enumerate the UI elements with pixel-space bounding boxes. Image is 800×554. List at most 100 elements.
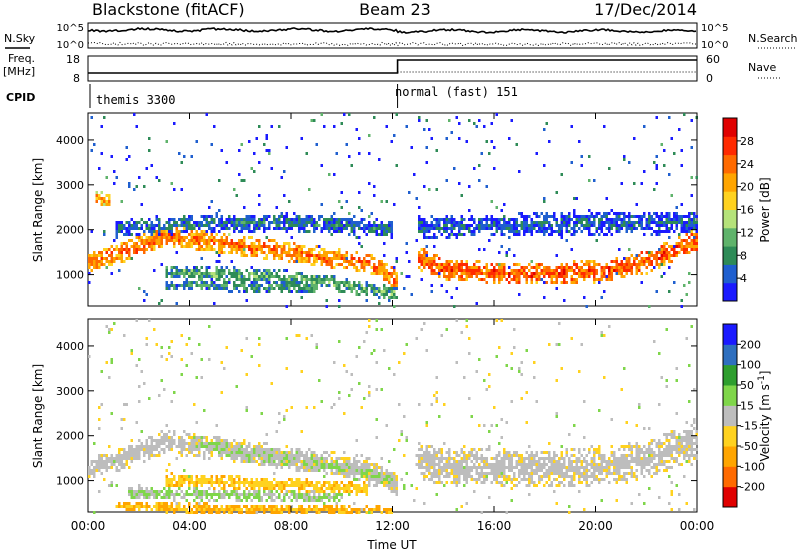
heatmap-cell [168, 227, 171, 230]
heatmap-cell [478, 478, 481, 481]
heatmap-cell [683, 245, 686, 248]
heatmap-cell [585, 215, 588, 218]
heatmap-cell [673, 212, 676, 215]
heatmap-cell [275, 490, 278, 493]
heatmap-cell [655, 212, 658, 215]
heatmap-cell [288, 463, 291, 466]
heatmap-cell [685, 239, 688, 242]
heatmap-cell [348, 487, 351, 490]
heatmap-cell [560, 281, 563, 284]
heatmap-cell [250, 451, 253, 454]
heatmap-cell [575, 221, 578, 224]
heatmap-cell [480, 269, 483, 272]
heatmap-cell [358, 508, 361, 511]
heatmap-cell [530, 266, 533, 269]
heatmap-cell [323, 493, 326, 496]
heatmap-cell [245, 224, 248, 227]
heatmap-cell [578, 215, 581, 218]
heatmap-cell [423, 185, 426, 188]
heatmap-cell [158, 221, 161, 224]
heatmap-cell [180, 358, 183, 361]
heatmap-cell [460, 215, 463, 218]
heatmap-cell [448, 269, 451, 272]
heatmap-cell [145, 493, 148, 496]
heatmap-cell [338, 305, 341, 308]
heatmap-cell [393, 484, 396, 487]
heatmap-cell [288, 284, 291, 287]
heatmap-cell [690, 218, 693, 221]
heatmap-cell [570, 275, 573, 278]
heatmap-cell [660, 248, 663, 251]
heatmap-cell [215, 475, 218, 478]
heatmap-cell [440, 266, 443, 269]
heatmap-cell [605, 263, 608, 266]
heatmap-cell [150, 224, 153, 227]
heatmap-cell [348, 263, 351, 266]
heatmap-cell [360, 490, 363, 493]
heatmap-cell [95, 469, 98, 472]
heatmap-cell [515, 143, 518, 146]
heatmap-cell [295, 248, 298, 251]
heatmap-cell [173, 430, 176, 433]
heatmap-cell [148, 490, 151, 493]
heatmap-cell [628, 260, 631, 263]
heatmap-cell [98, 457, 101, 460]
heatmap-cell [298, 505, 301, 508]
heatmap-cell [285, 454, 288, 457]
heatmap-cell [370, 511, 373, 514]
heatmap-cell [300, 466, 303, 469]
heatmap-cell [503, 218, 506, 221]
heatmap-cell [485, 466, 488, 469]
heatmap-cell [150, 245, 153, 248]
heatmap-cell [370, 475, 373, 478]
heatmap-cell [265, 287, 268, 290]
heatmap-cell [340, 206, 343, 209]
heatmap-cell [298, 284, 301, 287]
heatmap-cell [393, 296, 396, 299]
heatmap-cell [380, 472, 383, 475]
heatmap-cell [625, 224, 628, 227]
heatmap-cell [210, 481, 213, 484]
heatmap-cell [555, 272, 558, 275]
heatmap-cell [588, 221, 591, 224]
heatmap-cell [263, 218, 266, 221]
heatmap-cell [250, 248, 253, 251]
heatmap-cell [433, 227, 436, 230]
heatmap-cell [293, 484, 296, 487]
heatmap-cell [653, 218, 656, 221]
heatmap-cell [635, 215, 638, 218]
heatmap-cell [113, 239, 116, 242]
heatmap-cell [420, 454, 423, 457]
heatmap-cell [418, 119, 421, 122]
heatmap-cell [505, 254, 508, 257]
heatmap-cell [168, 233, 171, 236]
heatmap-cell [683, 284, 686, 287]
heatmap-cell [213, 242, 216, 245]
heatmap-cell [280, 460, 283, 463]
heatmap-cell [285, 278, 288, 281]
heatmap-cell [138, 287, 141, 290]
heatmap-cell [460, 472, 463, 475]
heatmap-cell [140, 502, 143, 505]
heatmap-cell [623, 155, 626, 158]
heatmap-cell [330, 451, 333, 454]
heatmap-cell [385, 125, 388, 128]
freq-tick-high: 18 [66, 53, 80, 66]
heatmap-cell [693, 242, 696, 245]
heatmap-cell [183, 508, 186, 511]
heatmap-cell [265, 487, 268, 490]
heatmap-cell [218, 251, 221, 254]
heatmap-cell [178, 439, 181, 442]
heatmap-cell [468, 185, 471, 188]
heatmap-cell [138, 448, 141, 451]
heatmap-cell [140, 224, 143, 227]
heatmap-cell [290, 406, 293, 409]
heatmap-cell [545, 272, 548, 275]
heatmap-cell [168, 346, 171, 349]
heatmap-cell [443, 469, 446, 472]
heatmap-cell [515, 275, 518, 278]
heatmap-cell [333, 125, 336, 128]
heatmap-cell [430, 460, 433, 463]
heatmap-cell [383, 254, 386, 257]
heatmap-cell [610, 221, 613, 224]
